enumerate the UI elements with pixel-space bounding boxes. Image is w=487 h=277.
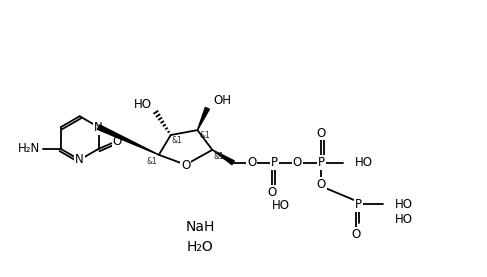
Polygon shape — [212, 150, 234, 165]
Text: O: O — [247, 156, 257, 169]
Text: P: P — [271, 156, 278, 169]
Text: &1: &1 — [200, 131, 210, 140]
Text: O: O — [267, 186, 276, 199]
Text: O: O — [181, 159, 190, 172]
Text: O: O — [317, 127, 326, 140]
Text: P: P — [318, 156, 325, 169]
Polygon shape — [197, 107, 209, 130]
Text: &1: &1 — [213, 152, 224, 161]
Polygon shape — [97, 125, 159, 155]
Text: H₂O: H₂O — [187, 240, 214, 254]
Text: N: N — [94, 120, 103, 134]
Text: OH: OH — [213, 94, 231, 107]
Text: HO: HO — [134, 98, 152, 111]
Text: NaH: NaH — [186, 220, 215, 234]
Text: O: O — [293, 156, 302, 169]
Text: H₂N: H₂N — [18, 142, 40, 155]
Text: N: N — [75, 153, 84, 166]
Text: O: O — [112, 135, 122, 148]
Text: &1: &1 — [172, 136, 183, 145]
Text: O: O — [351, 227, 360, 240]
Text: HO: HO — [272, 199, 290, 212]
Text: HO: HO — [355, 156, 373, 169]
Text: O: O — [317, 178, 326, 191]
Text: HO: HO — [394, 213, 412, 226]
Text: &1: &1 — [146, 157, 157, 166]
Text: P: P — [356, 198, 362, 211]
Text: HO: HO — [394, 198, 412, 211]
